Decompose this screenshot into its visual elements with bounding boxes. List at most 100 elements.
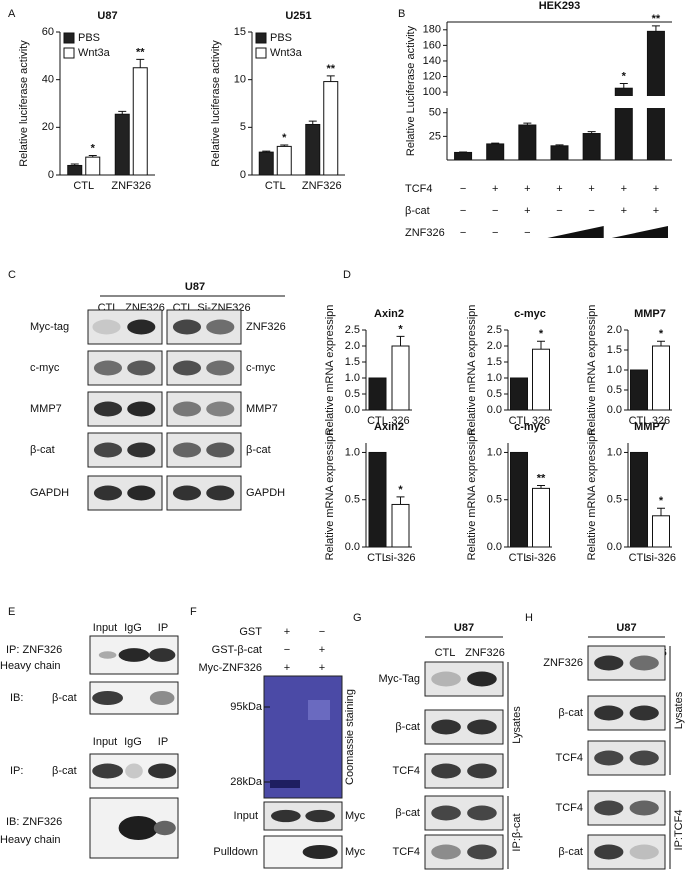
error-bar bbox=[396, 335, 405, 346]
condition-mark: − bbox=[460, 205, 466, 217]
bar bbox=[258, 151, 274, 176]
condition-mark: + bbox=[319, 644, 325, 656]
marker-label: 28kDa bbox=[230, 776, 263, 788]
band bbox=[594, 705, 624, 721]
band bbox=[93, 401, 123, 417]
column-label: CTL bbox=[435, 647, 456, 659]
y-tick-label: 1.5 bbox=[345, 356, 360, 368]
condition-mark: + bbox=[653, 205, 659, 217]
significance: ** bbox=[136, 46, 145, 58]
bar bbox=[532, 348, 550, 411]
band bbox=[431, 844, 461, 860]
x-tick-label: CTL bbox=[367, 415, 388, 427]
y-tick-label: 0.5 bbox=[487, 388, 502, 400]
band bbox=[127, 485, 156, 501]
row-label: IB: bbox=[10, 692, 23, 704]
column-label: Input bbox=[93, 622, 117, 634]
bar bbox=[518, 124, 537, 161]
row-label: Heavy chain bbox=[0, 660, 61, 672]
legend-label: Wnt3a bbox=[270, 47, 303, 59]
row-label: β-cat bbox=[558, 846, 583, 858]
significance: * bbox=[398, 323, 403, 335]
row-label: β-cat bbox=[52, 765, 77, 777]
y-axis-label: Relative mRNA expressipn bbox=[586, 430, 598, 561]
error-bar bbox=[523, 122, 532, 126]
condition-mark: + bbox=[492, 183, 498, 195]
y-tick-label: 0.5 bbox=[607, 384, 622, 396]
row-label: Myc bbox=[345, 846, 366, 858]
error-bar bbox=[491, 142, 500, 144]
y-tick-label: 0.5 bbox=[345, 388, 360, 400]
y-tick-label: 5 bbox=[240, 121, 246, 133]
condition-mark: − bbox=[524, 227, 530, 239]
condition-name: ZNF326 bbox=[405, 227, 445, 239]
y-tick-label: 0.0 bbox=[345, 404, 360, 416]
significance: ** bbox=[652, 13, 661, 25]
y-axis-label: Relative mRNA expressipn bbox=[466, 305, 478, 436]
dose-triangle bbox=[611, 226, 668, 238]
y-tick-label: 60 bbox=[42, 26, 54, 38]
y-tick-label: 40 bbox=[42, 74, 54, 86]
bar bbox=[67, 164, 83, 176]
condition-mark: − bbox=[460, 183, 466, 195]
x-tick-label: CTL bbox=[265, 180, 286, 192]
band bbox=[125, 763, 143, 779]
y-tick-label: 20 bbox=[42, 121, 54, 133]
group-label: IP:β-cat bbox=[511, 813, 523, 851]
condition-mark: − bbox=[319, 626, 325, 638]
panel-letter: E bbox=[8, 606, 15, 618]
bar bbox=[646, 30, 665, 161]
band bbox=[467, 719, 497, 735]
y-axis-label: Relative mRNA expressipn bbox=[586, 305, 598, 436]
dose-triangle bbox=[547, 226, 604, 238]
bar bbox=[550, 145, 569, 161]
band bbox=[206, 319, 235, 335]
bar bbox=[276, 145, 292, 176]
row-label: β-cat bbox=[558, 707, 583, 719]
panel-letter: A bbox=[8, 8, 16, 20]
band bbox=[206, 360, 235, 376]
band bbox=[172, 401, 202, 417]
band bbox=[302, 844, 338, 860]
band bbox=[431, 763, 461, 779]
legend-swatch bbox=[255, 47, 267, 59]
panel-letter: C bbox=[8, 269, 16, 281]
error-bar bbox=[619, 83, 628, 89]
y-tick-label: 0.5 bbox=[345, 494, 360, 506]
y-tick-label: 0 bbox=[48, 169, 54, 181]
significance: * bbox=[659, 328, 664, 340]
x-tick-label: CTL bbox=[629, 415, 650, 427]
y-tick-label: 0.0 bbox=[607, 541, 622, 553]
x-tick-label: CTL bbox=[509, 552, 530, 564]
band bbox=[467, 844, 497, 860]
y-tick-label: 10 bbox=[234, 74, 246, 86]
y-tick-label: 1.0 bbox=[487, 446, 502, 458]
row-label: Myc-Tag bbox=[378, 673, 420, 685]
panel-letter: D bbox=[343, 269, 351, 281]
band bbox=[629, 750, 659, 766]
bar bbox=[368, 451, 387, 548]
band bbox=[629, 655, 659, 671]
gel bbox=[263, 675, 343, 799]
chart-title: HEK293 bbox=[539, 0, 581, 12]
condition-mark: + bbox=[524, 205, 530, 217]
row-label: IP: bbox=[10, 765, 23, 777]
error-bar bbox=[657, 507, 665, 516]
band bbox=[629, 844, 659, 860]
panel-letter: H bbox=[525, 612, 533, 624]
y-tick-label: 2.5 bbox=[345, 324, 360, 336]
group-label: Lysates bbox=[673, 691, 685, 729]
bar bbox=[652, 345, 670, 411]
condition-name: TCF4 bbox=[405, 183, 433, 195]
y-tick-label: 1.0 bbox=[607, 446, 622, 458]
bar bbox=[510, 451, 528, 548]
band bbox=[118, 648, 150, 662]
row-label: Myc-tag bbox=[30, 321, 69, 333]
x-tick-label: CTL bbox=[73, 180, 94, 192]
condition-name: β-cat bbox=[405, 205, 430, 217]
band bbox=[172, 319, 202, 335]
x-tick-label: 326 bbox=[532, 415, 550, 427]
condition-mark: − bbox=[284, 644, 290, 656]
error-bar bbox=[326, 75, 335, 82]
condition-mark: + bbox=[319, 662, 325, 674]
